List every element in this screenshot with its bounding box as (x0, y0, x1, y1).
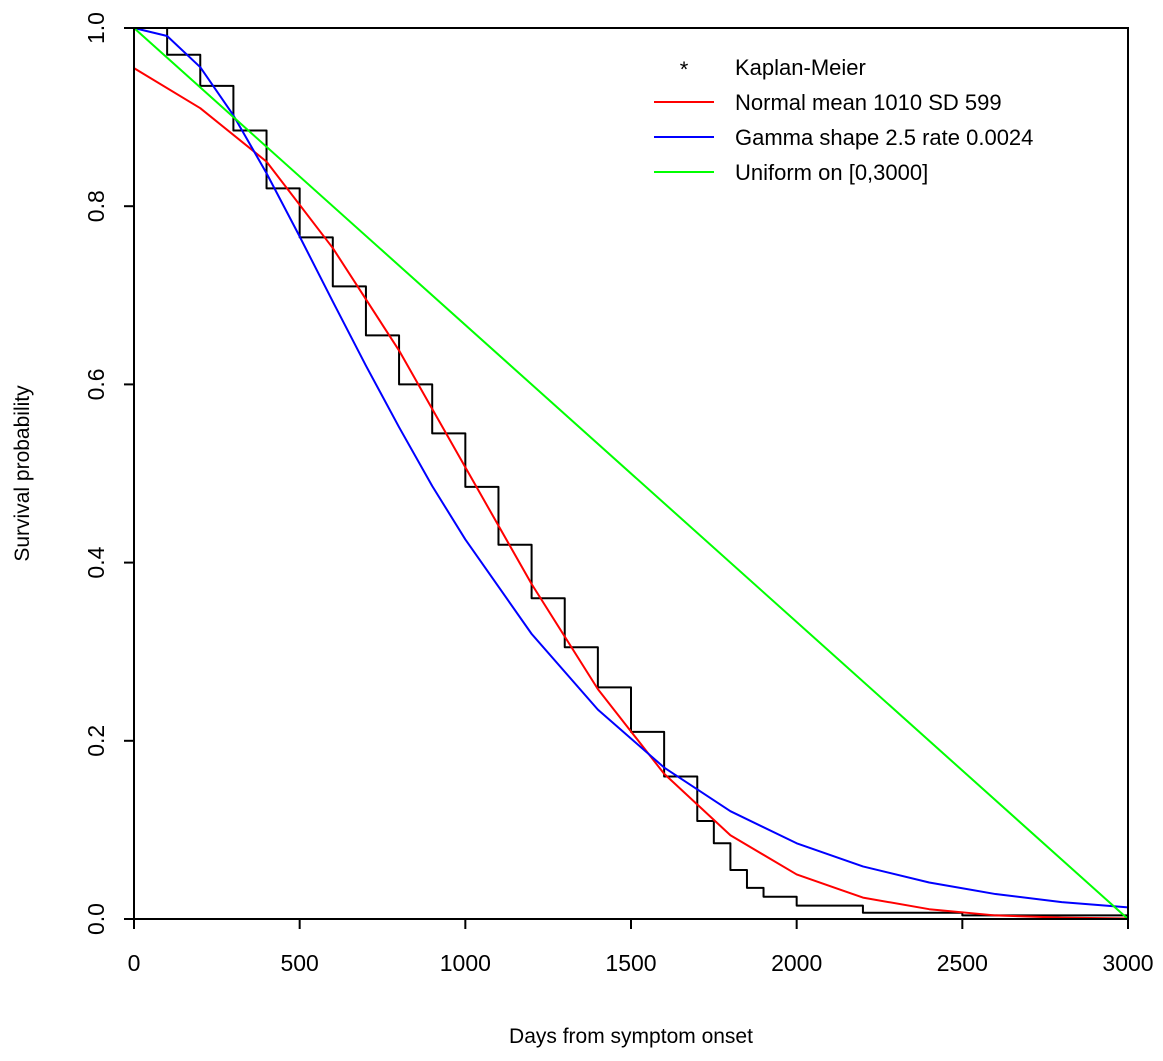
x-tick-label: 2500 (937, 950, 988, 976)
x-tick-label: 500 (280, 950, 318, 976)
series-line-2 (133, 67, 1129, 920)
x-tick-label: 0 (128, 950, 141, 976)
legend: * Kaplan-Meier Normal mean 1010 SD 599 Gamm… (654, 55, 1033, 185)
series-line-3 (133, 27, 1129, 909)
x-tick-label: 3000 (1102, 950, 1153, 976)
series-line-4 (133, 27, 1129, 920)
plot-lines (133, 27, 1129, 920)
legend-symbol: * (680, 57, 689, 82)
x-axis-title: Days from symptom onset (509, 1025, 753, 1048)
x-tick-label: 1500 (605, 950, 656, 976)
y-axis: 0.0 0.2 0.4 0.6 0.8 1.0 (83, 12, 134, 935)
x-tick-label: 1000 (440, 950, 491, 976)
legend-label: Gamma shape 2.5 rate 0.0024 (735, 125, 1033, 150)
y-tick-label: 0.0 (83, 903, 109, 935)
y-axis-title: Survival probability (11, 385, 34, 562)
y-tick-label: 0.4 (83, 546, 109, 578)
y-tick-label: 0.2 (83, 725, 109, 757)
series-line-1 (134, 27, 1129, 917)
legend-label: Uniform on [0,3000] (735, 160, 928, 185)
y-tick-label: 0.6 (83, 368, 109, 400)
x-tick-label: 2000 (771, 950, 822, 976)
x-axis: 0 500 1000 1500 2000 2500 3000 (128, 919, 1154, 976)
y-tick-label: 1.0 (83, 12, 109, 44)
legend-label: Normal mean 1010 SD 599 (735, 90, 1002, 115)
y-tick-label: 0.8 (83, 190, 109, 222)
legend-label: Kaplan-Meier (735, 55, 866, 80)
